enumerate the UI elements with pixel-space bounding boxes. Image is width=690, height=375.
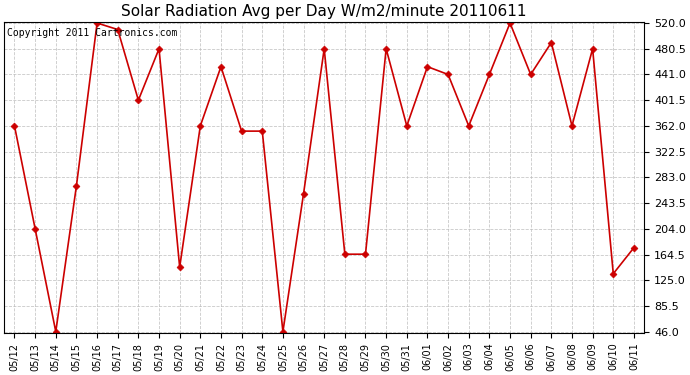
Title: Solar Radiation Avg per Day W/m2/minute 20110611: Solar Radiation Avg per Day W/m2/minute … — [121, 4, 527, 19]
Text: Copyright 2011 Cartronics.com: Copyright 2011 Cartronics.com — [8, 28, 178, 38]
